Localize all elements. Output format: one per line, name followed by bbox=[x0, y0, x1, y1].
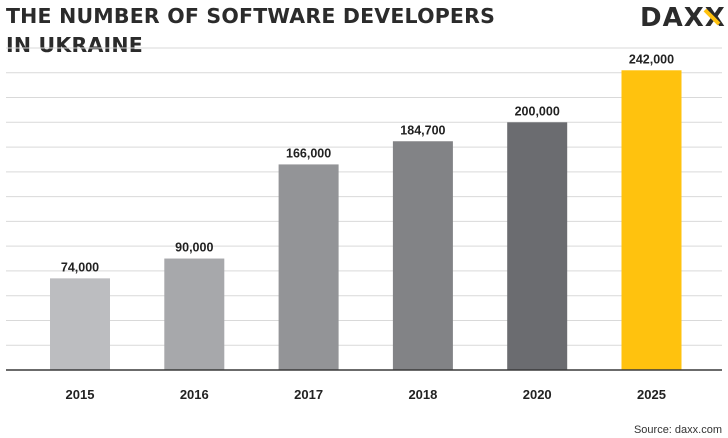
value-label-2016: 90,000 bbox=[175, 241, 213, 255]
bar-2017 bbox=[278, 164, 339, 370]
logo-x-mark-icon bbox=[703, 8, 721, 26]
category-label-2015: 2015 bbox=[66, 387, 95, 402]
value-label-2018: 184,700 bbox=[400, 123, 445, 137]
chart-title-line1: THE NUMBER OF SOFTWARE DEVELOPERS bbox=[6, 4, 495, 28]
daxx-logo: DAXX bbox=[640, 3, 725, 33]
category-label-2016: 2016 bbox=[180, 387, 209, 402]
chart-title-line2: IN UKRAINE bbox=[6, 33, 143, 57]
value-label-2017: 166,000 bbox=[286, 146, 331, 160]
grid-lines bbox=[6, 47, 722, 346]
value-label-2015: 74,000 bbox=[61, 260, 99, 274]
bar-2020 bbox=[507, 122, 568, 370]
bars bbox=[50, 70, 682, 371]
value-labels: 74,000 90,000 166,000 184,700 200,000 242,000 bbox=[61, 52, 674, 274]
category-label-2025: 2025 bbox=[637, 387, 666, 402]
category-label-2018: 2018 bbox=[408, 387, 437, 402]
category-label-2020: 2020 bbox=[523, 387, 552, 402]
bar-2025 bbox=[621, 70, 682, 371]
bar-2015 bbox=[50, 278, 110, 370]
value-label-2020: 200,000 bbox=[515, 104, 560, 118]
value-label-2025: 242,000 bbox=[629, 52, 674, 66]
bar-2018 bbox=[392, 141, 453, 370]
category-labels: 2015 2016 2017 2018 2020 2025 bbox=[66, 387, 666, 402]
bar-2016 bbox=[164, 258, 225, 370]
category-label-2017: 2017 bbox=[294, 387, 323, 402]
source-note: Source: daxx.com bbox=[634, 424, 722, 436]
